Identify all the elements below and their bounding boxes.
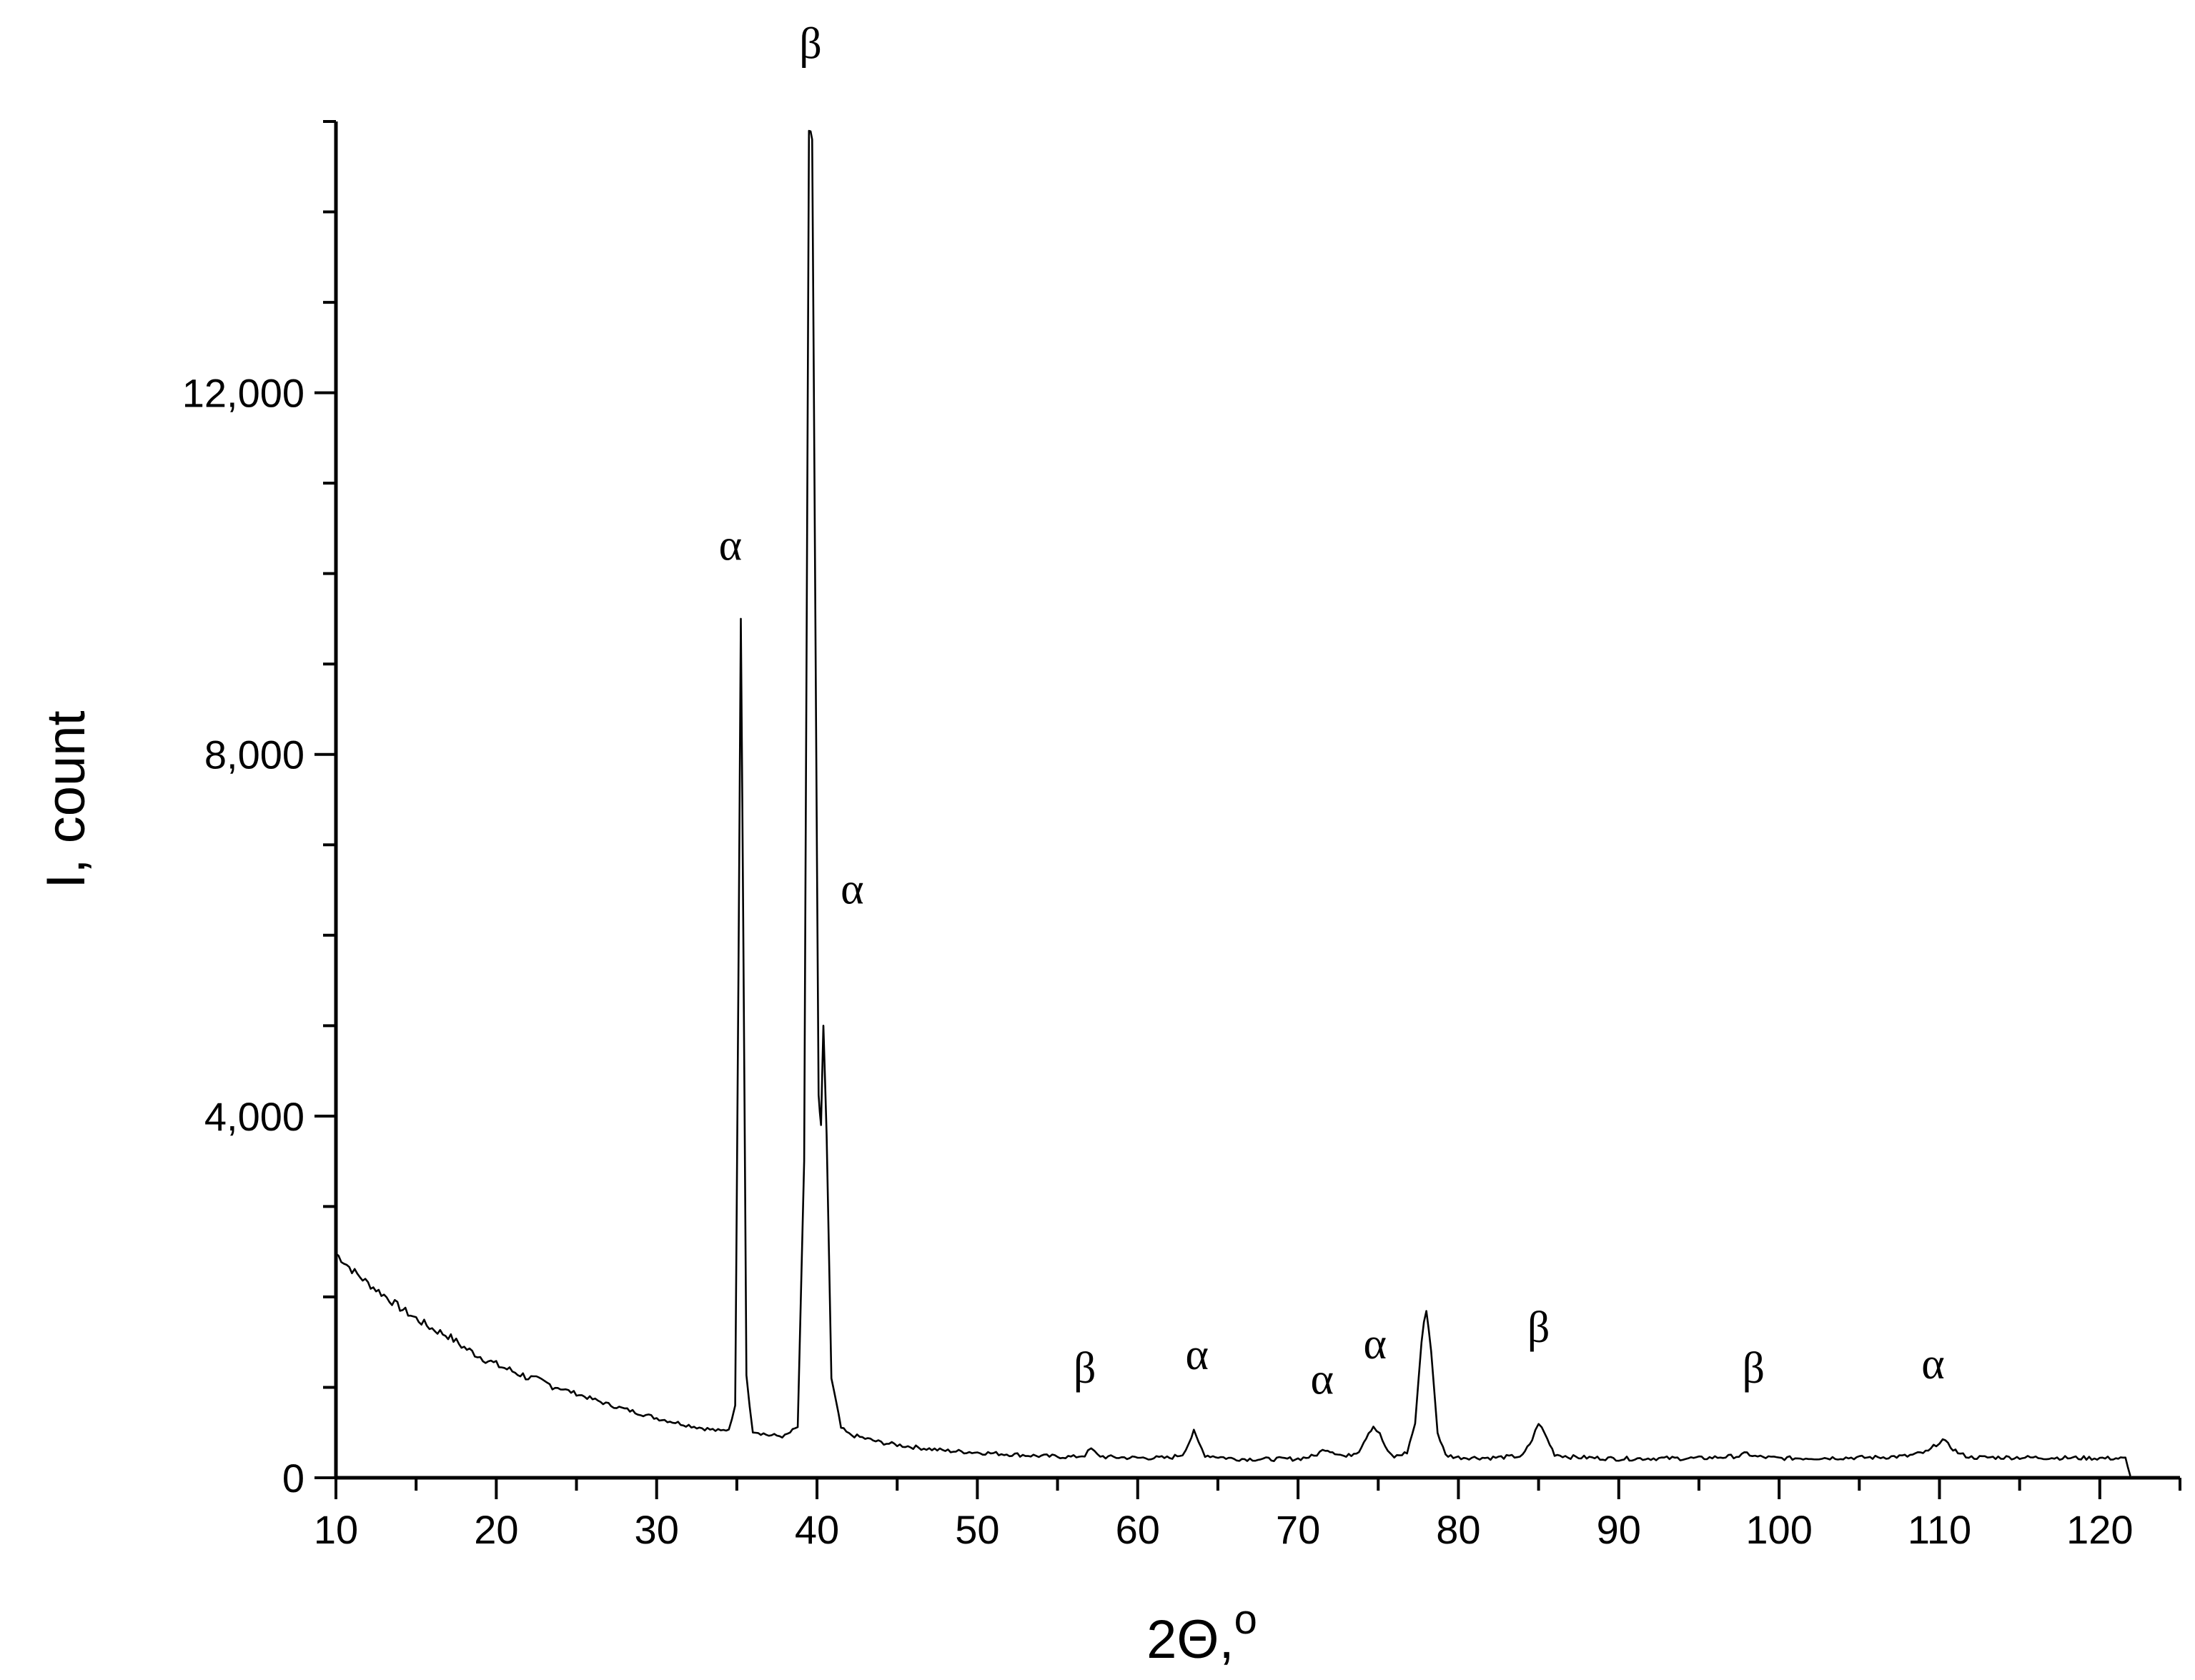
- x-tick-label: 70: [1276, 1507, 1320, 1552]
- x-tick-label: 30: [635, 1507, 679, 1552]
- y-tick-label: 4,000: [204, 1094, 304, 1139]
- x-tick-label: 20: [474, 1507, 518, 1552]
- x-tick-label: 50: [955, 1507, 999, 1552]
- x-axis-title: 2Θ,o: [1146, 1596, 1257, 1670]
- x-tick-label: 90: [1597, 1507, 1641, 1552]
- x-tick-label: 100: [1745, 1507, 1812, 1552]
- axes: [334, 121, 2180, 1480]
- x-axis-title-superscript: o: [1234, 1596, 1257, 1643]
- x-tick-label: 110: [1908, 1507, 1971, 1552]
- x-axis-title-main: 2Θ,: [1146, 1609, 1234, 1670]
- x-tick-label: 120: [2066, 1507, 2133, 1552]
- peak-phase-label: α: [1921, 1340, 1944, 1388]
- peak-phase-label: β: [1527, 1303, 1550, 1352]
- peak-phase-label: α: [719, 522, 742, 570]
- x-tick-label: 10: [314, 1507, 358, 1552]
- x-tick-label: 80: [1436, 1507, 1480, 1552]
- diffraction-trace: [335, 129, 2131, 1476]
- x-tick-label: 60: [1116, 1507, 1160, 1552]
- peak-phase-label: α: [1310, 1355, 1333, 1403]
- y-tick-label: 12,000: [182, 371, 304, 416]
- peak-phase-label: β: [1742, 1344, 1765, 1393]
- tick-labels: 10 20 30 40 50 60 70 80 90 100 110 120 0 4,000 8,000 12…: [182, 371, 2134, 1552]
- x-tick-label: 40: [795, 1507, 839, 1552]
- ticks: [314, 120, 2181, 1499]
- peak-phase-label: α: [841, 865, 863, 914]
- y-tick-label: 8,000: [204, 732, 304, 777]
- peak-phase-label: β: [799, 19, 822, 68]
- peak-phase-label: α: [1364, 1320, 1387, 1368]
- y-axis-title: I, count: [36, 710, 96, 888]
- peak-phase-label: β: [1074, 1344, 1096, 1393]
- peak-phase-label: α: [1186, 1331, 1209, 1379]
- y-tick-label: 0: [282, 1456, 304, 1501]
